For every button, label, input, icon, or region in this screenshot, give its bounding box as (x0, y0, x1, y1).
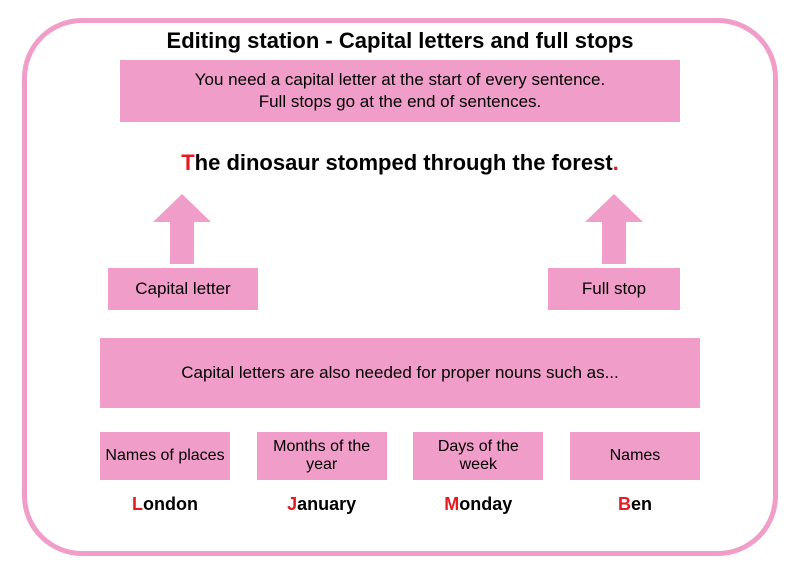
example-word: London (100, 494, 230, 515)
arrow-stem (602, 222, 626, 264)
arrow-capital (153, 194, 211, 264)
example-word: January (257, 494, 387, 515)
example-rest: ondon (143, 494, 198, 514)
example-sentence: The dinosaur stomped through the forest. (0, 150, 800, 176)
arrow-fullstop (585, 194, 643, 264)
example-capital: M (444, 494, 459, 514)
sentence-capital: T (181, 150, 194, 175)
example-word: Ben (570, 494, 700, 515)
example-row: London January Monday Ben (100, 494, 700, 515)
example-capital: J (287, 494, 297, 514)
arrow-head-icon (153, 194, 211, 222)
example-rest: onday (459, 494, 512, 514)
example-word: Monday (413, 494, 543, 515)
label-full-stop: Full stop (548, 268, 680, 310)
category-box: Months of the year (257, 432, 387, 480)
label-capital-letter: Capital letter (108, 268, 258, 310)
category-row: Names of places Months of the year Days of… (100, 432, 700, 480)
example-capital: B (618, 494, 631, 514)
example-rest: en (631, 494, 652, 514)
example-capital: L (132, 494, 143, 514)
page-title: Editing station - Capital letters and fu… (0, 28, 800, 54)
arrow-head-icon (585, 194, 643, 222)
rule-line-1: You need a capital letter at the start o… (195, 69, 605, 91)
sentence-fullstop: . (613, 150, 619, 175)
example-rest: anuary (297, 494, 356, 514)
category-box: Names of places (100, 432, 230, 480)
proper-nouns-box: Capital letters are also needed for prop… (100, 338, 700, 408)
sentence-body: he dinosaur stomped through the forest (195, 150, 613, 175)
category-box: Names (570, 432, 700, 480)
rule-line-2: Full stops go at the end of sentences. (195, 91, 605, 113)
arrow-stem (170, 222, 194, 264)
category-box: Days of the week (413, 432, 543, 480)
rule-box: You need a capital letter at the start o… (120, 60, 680, 122)
